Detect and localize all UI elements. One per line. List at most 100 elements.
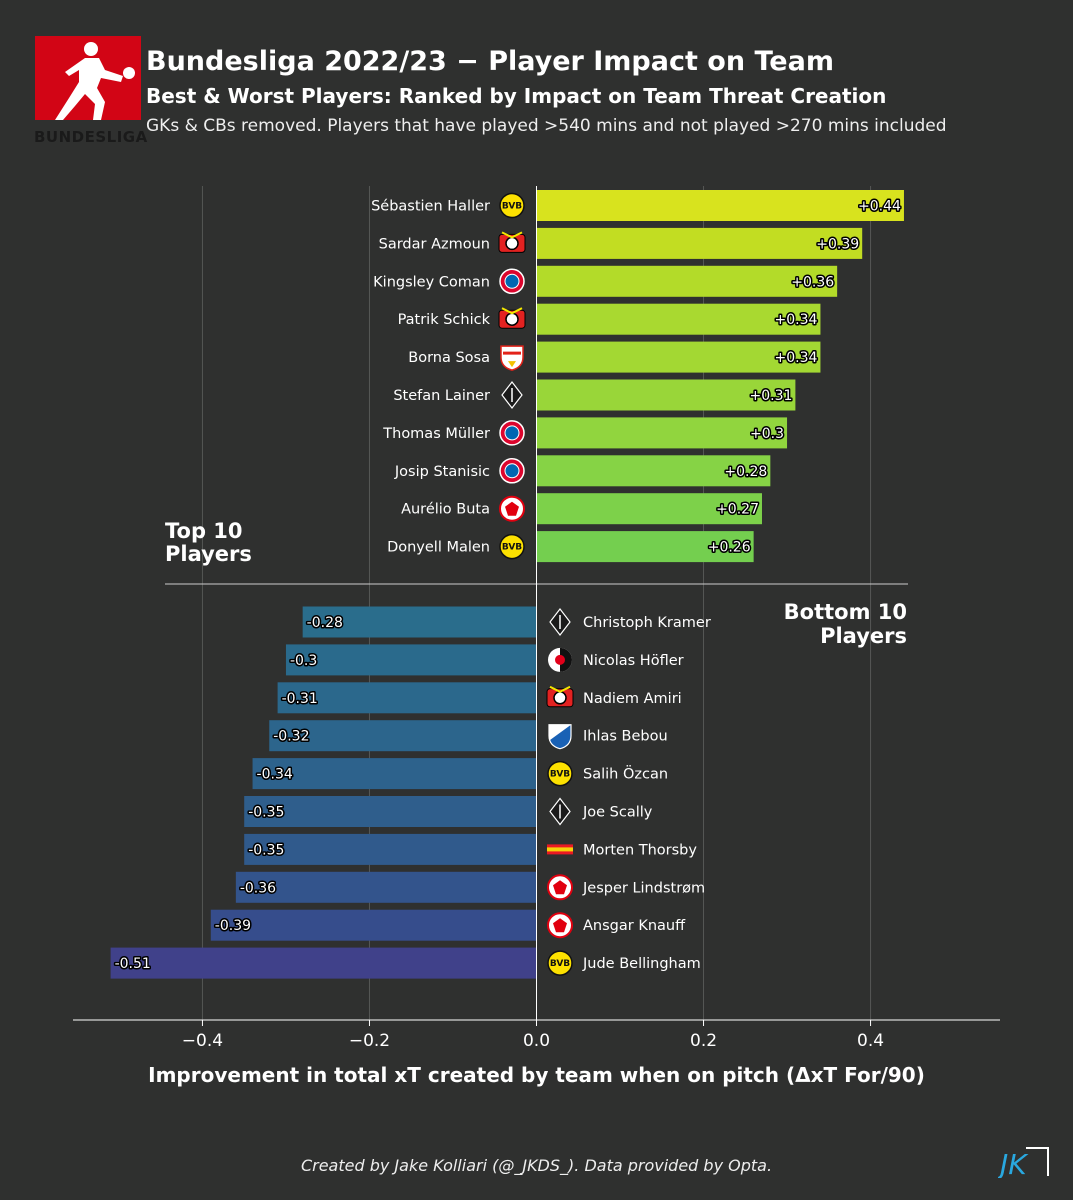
bottom-group-label: Bottom 10 [784, 600, 907, 624]
bar-top-7 [536, 417, 788, 449]
sge-crest-icon [547, 874, 573, 901]
bundesliga-logo [35, 36, 141, 120]
bar-bottom-1 [302, 606, 537, 638]
fcb-crest-icon [499, 458, 525, 484]
bmg-crest-icon [501, 381, 523, 409]
player-name: Jesper Lindstrøm [582, 880, 705, 896]
player-name: Josip Stanisic [394, 464, 490, 480]
data-label: +0.27 [716, 502, 759, 518]
bvb-crest-icon: BVB [499, 192, 525, 219]
data-label: +0.36 [791, 274, 834, 290]
player-name: Stefan Lainer [393, 388, 490, 404]
x-tick-label: −0.2 [349, 1031, 390, 1051]
bvb-crest-icon: BVB [547, 950, 573, 976]
footer-credit: Created by Jake Kolliari (@_JKDS_). Data… [300, 1156, 773, 1175]
top-group-label: Players [165, 542, 252, 566]
player-name: Borna Sosa [408, 350, 490, 366]
b04-crest-icon [498, 231, 526, 253]
player-name: Sardar Azmoun [379, 236, 490, 252]
player-name: Sébastien Haller [371, 199, 490, 215]
bar-top-3 [536, 265, 838, 297]
crest-center [505, 312, 519, 326]
bar-top-4 [536, 303, 821, 335]
data-label: -0.31 [282, 691, 318, 707]
crest-half [560, 647, 572, 672]
player-name: Morten Thorsby [583, 842, 697, 858]
bar-bottom-4 [269, 720, 537, 752]
bmg-crest-icon [549, 608, 571, 636]
crest-lion [549, 685, 571, 693]
data-label: -0.39 [215, 918, 251, 934]
bottom-group-label: Players [820, 624, 907, 648]
bundesliga-wordmark: BUNDESLIGA [34, 128, 148, 146]
player-name: Christoph Kramer [583, 615, 711, 631]
player-name: Donyell Malen [387, 540, 490, 556]
crest-lion [501, 231, 523, 239]
crest-center [553, 691, 567, 705]
fcu-crest-icon [547, 844, 573, 855]
crest-center [504, 273, 520, 289]
bar-bottom-5 [252, 758, 537, 790]
crest-letters: BVB [502, 543, 522, 553]
crest-eagle [553, 918, 567, 933]
crest-center [504, 425, 520, 441]
crest-letters: BVB [502, 202, 522, 212]
bar-bottom-3 [277, 682, 537, 714]
crest-letters: BVB [550, 770, 570, 780]
player-name: Kingsley Coman [373, 274, 490, 290]
crest-shape [547, 760, 573, 787]
crest-antlers [508, 361, 516, 368]
data-label: -0.32 [273, 729, 309, 745]
crest-center [504, 463, 520, 479]
player-name: Thomas Müller [382, 426, 490, 442]
page-title: Bundesliga 2022/23 − Player Impact on Te… [146, 46, 834, 77]
x-tick-label: 0.4 [857, 1031, 884, 1051]
data-label: +0.34 [775, 350, 818, 366]
player-name: Patrik Schick [398, 312, 491, 328]
data-label: -0.3 [290, 653, 317, 669]
fcb-crest-icon [499, 268, 525, 295]
x-axis-label: Improvement in total xT created by team … [148, 1063, 925, 1087]
x-tick-label: 0.0 [523, 1031, 550, 1051]
crest-eagle [505, 501, 519, 516]
bvb-crest-icon: BVB [547, 760, 573, 787]
crest-split [549, 724, 571, 741]
b04-crest-icon [546, 685, 574, 708]
bar-top-5 [536, 341, 821, 373]
filter-note: GKs & CBs removed. Players that have pla… [146, 116, 947, 136]
top-group-label: Top 10 [165, 519, 243, 543]
bar-top-10 [536, 531, 754, 563]
data-label: -0.35 [248, 842, 284, 858]
bmg-crest-icon [549, 797, 571, 826]
bar-top-9 [536, 493, 762, 525]
data-label: +0.3 [750, 426, 784, 442]
crest-lion [501, 307, 523, 315]
data-label: -0.35 [248, 805, 284, 821]
bar-top-2 [536, 227, 863, 259]
data-label: -0.28 [307, 615, 343, 631]
player-name: Ansgar Knauff [583, 918, 686, 934]
bar-bottom-7 [244, 833, 537, 865]
crest-shape [499, 192, 525, 219]
author-mark: JK [998, 1147, 1049, 1178]
player-silhouette-icon [55, 42, 135, 120]
data-label: -0.51 [115, 956, 151, 972]
data-label: +0.44 [858, 199, 901, 215]
data-label: -0.36 [240, 880, 276, 896]
bar-bottom-10 [110, 947, 537, 979]
author-mark-text: JK [998, 1148, 1029, 1178]
player-name: Nadiem Amiri [583, 691, 682, 707]
data-label: +0.31 [749, 388, 792, 404]
tsg-crest-icon [548, 724, 572, 750]
crest-center [505, 236, 519, 251]
x-tick-label: 0.2 [690, 1031, 717, 1051]
crest-band [547, 847, 573, 852]
data-label: +0.34 [775, 312, 818, 328]
player-name: Jude Bellingham [582, 956, 701, 972]
player-name: Nicolas Höfler [583, 653, 684, 669]
player-name: Salih Özcan [583, 765, 668, 783]
bar-top-8 [536, 455, 771, 487]
bar-bottom-8 [235, 871, 537, 903]
crest-shape [499, 533, 525, 560]
data-label: +0.39 [816, 236, 859, 252]
